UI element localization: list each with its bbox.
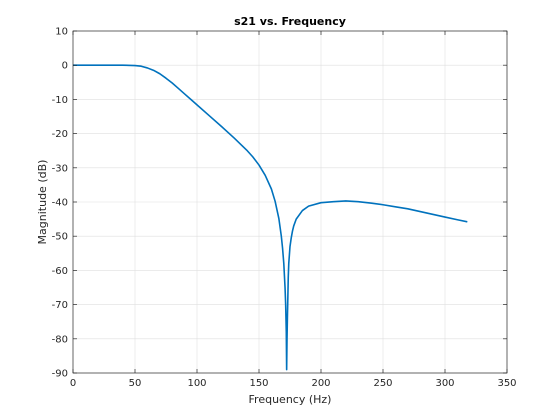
y-tick-label: -70 — [52, 300, 68, 311]
y-tick-label: 0 — [62, 61, 68, 72]
chart-title: s21 vs. Frequency — [234, 15, 346, 28]
y-tick-label: -50 — [52, 232, 68, 243]
y-tick-label: -90 — [52, 369, 68, 380]
y-tick-label: -60 — [52, 266, 68, 277]
x-tick-label: 0 — [70, 378, 76, 389]
s21-series-line — [73, 64, 468, 371]
y-tick-label: -40 — [52, 198, 68, 209]
y-tick-label: -80 — [52, 334, 68, 345]
ticks: 0 50 100 150 200 250 300 350100-10-20-30-40-50-… — [52, 27, 517, 390]
x-axis-label: Frequency (Hz) — [249, 393, 332, 406]
x-tick-label: 100 — [187, 378, 206, 389]
x-tick-label: 150 — [249, 378, 268, 389]
x-tick-label: 200 — [311, 378, 330, 389]
data-series-layer — [73, 64, 468, 371]
y-tick-label: 10 — [55, 27, 68, 38]
y-tick-label: -30 — [52, 163, 68, 174]
x-tick-label: 50 — [129, 378, 142, 389]
x-tick-label: 350 — [497, 378, 516, 389]
y-tick-label: -20 — [52, 129, 68, 140]
grid — [73, 31, 507, 373]
y-axis-label: Magnitude (dB) — [36, 160, 49, 245]
x-tick-label: 300 — [435, 378, 454, 389]
x-tick-label: 250 — [373, 378, 392, 389]
y-tick-label: -10 — [52, 95, 68, 106]
